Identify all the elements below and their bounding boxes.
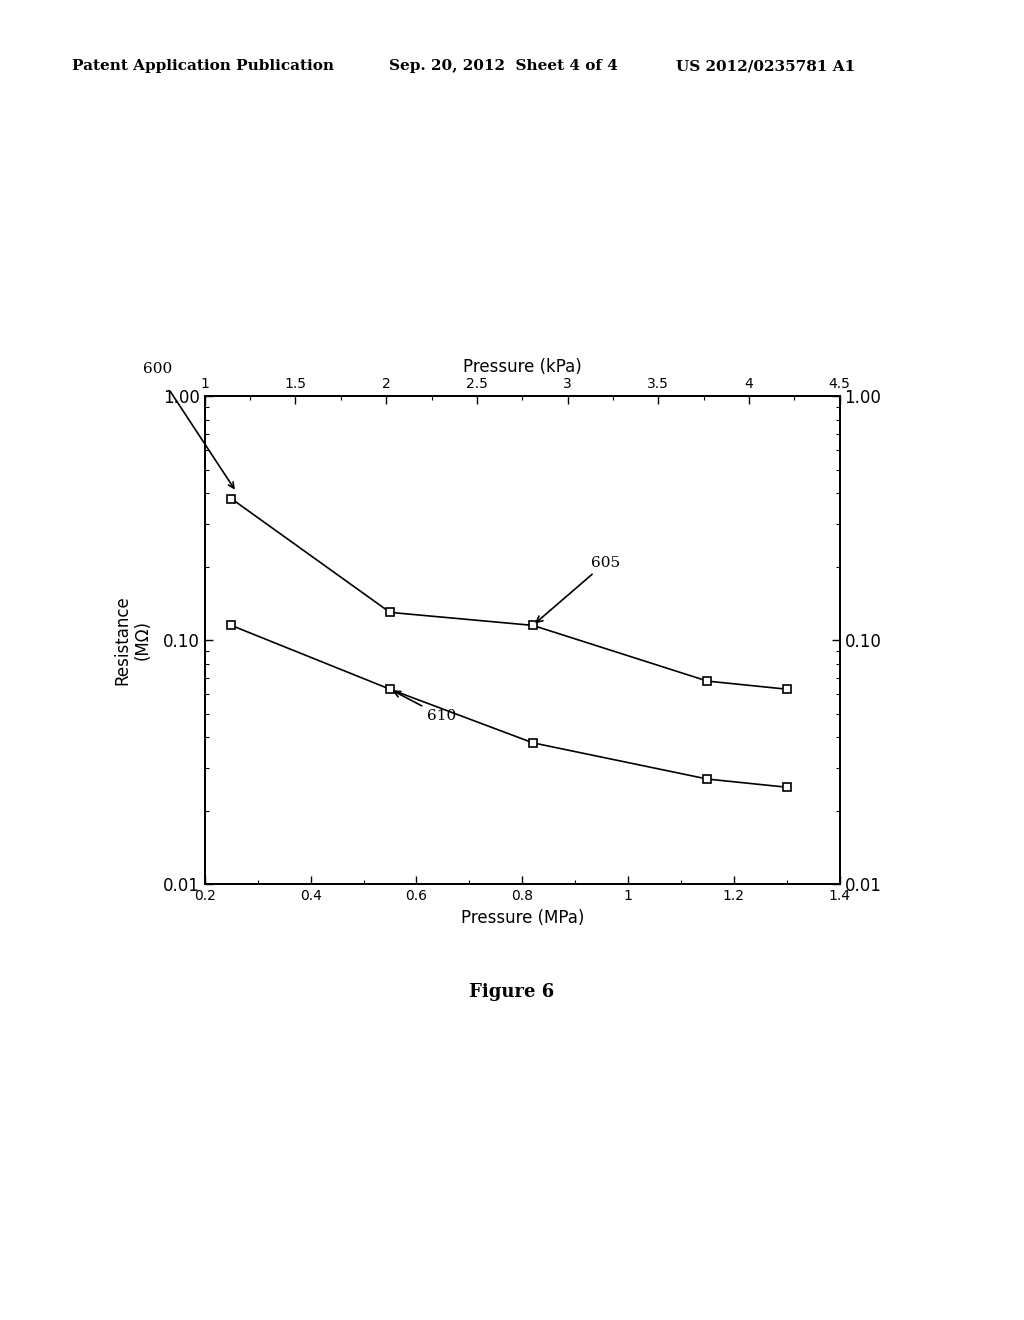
Text: 600: 600: [143, 362, 173, 376]
Text: 610: 610: [394, 692, 457, 723]
Text: Patent Application Publication: Patent Application Publication: [72, 59, 334, 74]
Text: Sep. 20, 2012  Sheet 4 of 4: Sep. 20, 2012 Sheet 4 of 4: [389, 59, 618, 74]
X-axis label: Pressure (MPa): Pressure (MPa): [461, 908, 584, 927]
Text: Figure 6: Figure 6: [469, 983, 555, 1002]
Y-axis label: Resistance
(MΩ): Resistance (MΩ): [114, 595, 152, 685]
Text: US 2012/0235781 A1: US 2012/0235781 A1: [676, 59, 855, 74]
Text: 605: 605: [537, 556, 621, 622]
X-axis label: Pressure (kPa): Pressure (kPa): [463, 358, 582, 376]
